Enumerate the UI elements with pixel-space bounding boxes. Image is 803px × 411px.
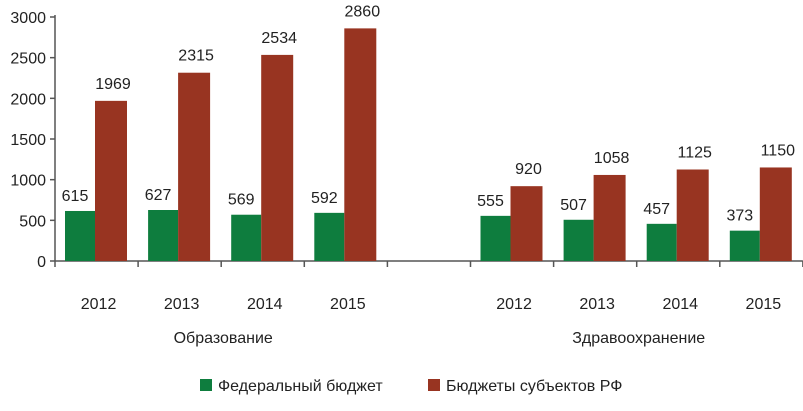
data-label: 507	[560, 197, 587, 214]
data-label: 592	[311, 190, 338, 207]
category-label: 2014	[662, 296, 698, 313]
group-label: Образование	[174, 330, 273, 347]
data-label: 2860	[345, 3, 381, 20]
bar-regional	[344, 28, 377, 261]
category-label: 2015	[330, 296, 366, 313]
bar-federal	[729, 230, 760, 261]
data-label: 615	[62, 188, 89, 205]
bar-regional	[510, 186, 543, 261]
bar-regional	[759, 167, 792, 261]
bar-federal	[563, 219, 594, 261]
legend-label: Федеральный бюджет	[218, 378, 383, 395]
data-label: 2315	[178, 48, 214, 65]
data-label: 555	[477, 193, 504, 210]
legend-swatch	[200, 379, 212, 391]
data-label: 1125	[677, 145, 712, 162]
y-tick-label: 0	[37, 254, 46, 271]
group-label: Здравоохранение	[572, 330, 705, 347]
y-tick-label: 1500	[10, 132, 46, 149]
bar-regional	[593, 174, 626, 261]
bar-federal	[646, 223, 677, 261]
category-label: 2015	[746, 296, 782, 313]
y-tick-label: 3000	[10, 10, 46, 27]
data-label: 373	[726, 208, 753, 225]
bar-federal	[231, 214, 262, 261]
data-label: 457	[643, 201, 670, 218]
data-label: 1150	[761, 142, 796, 159]
bar-regional	[178, 72, 211, 261]
data-label: 627	[145, 187, 172, 204]
y-tick-label: 1000	[10, 173, 46, 190]
data-label: 920	[515, 161, 542, 178]
category-label: 2013	[164, 296, 200, 313]
y-tick-label: 2000	[10, 91, 46, 108]
category-label: 2012	[496, 296, 532, 313]
bar-regional	[261, 54, 294, 261]
category-label: 2012	[81, 296, 117, 313]
y-tick-label: 500	[19, 213, 46, 230]
y-tick-label: 2500	[10, 51, 46, 68]
bar-federal	[148, 210, 179, 261]
data-label: 1969	[95, 76, 131, 93]
legend-swatch	[428, 379, 440, 391]
data-label: 2534	[261, 30, 297, 47]
category-label: 2013	[579, 296, 615, 313]
bar-federal	[480, 215, 511, 261]
bar-federal	[65, 210, 95, 261]
data-label: 569	[228, 192, 255, 209]
legend-label: Бюджеты субъектов РФ	[446, 378, 622, 395]
bar-regional	[95, 100, 127, 261]
category-label: 2014	[247, 296, 283, 313]
bar-federal	[314, 212, 345, 261]
bar-regional	[676, 169, 709, 261]
data-label: 1058	[594, 150, 630, 167]
